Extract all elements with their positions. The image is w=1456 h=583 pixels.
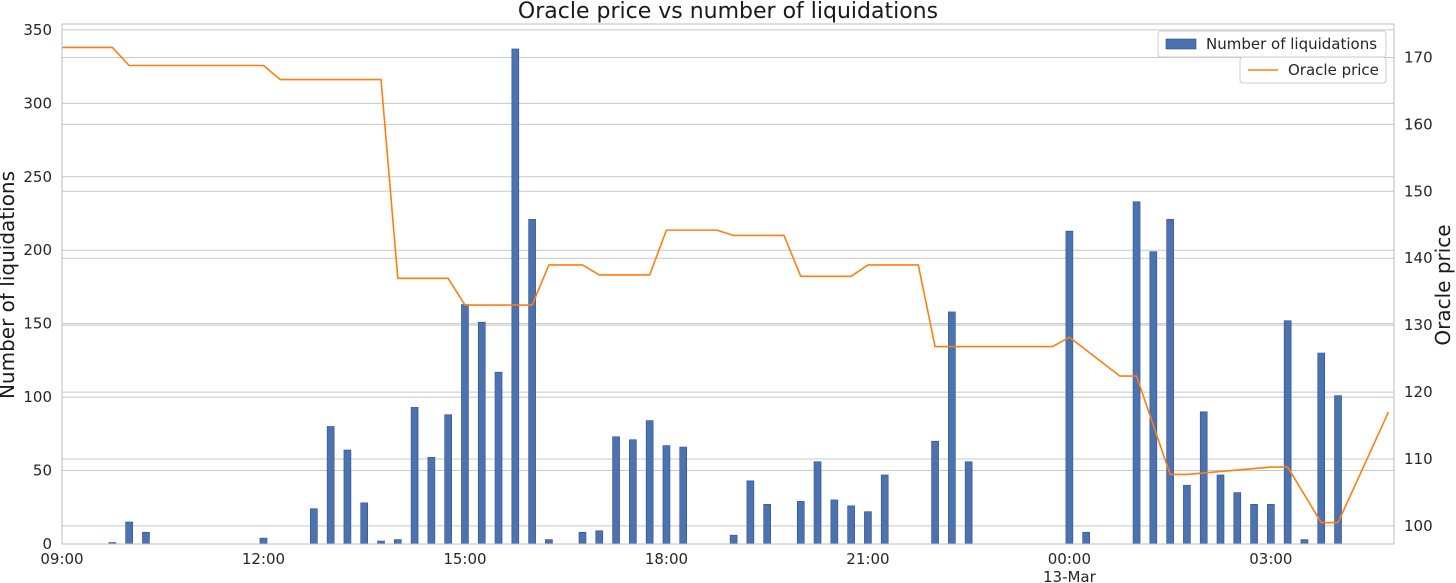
y-right-tick-label-0: 100	[1404, 517, 1433, 535]
bar-22	[629, 439, 637, 545]
bar-1	[125, 521, 133, 545]
x-tick-label-4: 21:00	[846, 550, 889, 568]
y-axis-left: 0 50 100 150 200 250 300 350	[23, 21, 52, 553]
bar-2	[142, 531, 150, 545]
x-tick-label-2: 15:00	[443, 550, 486, 568]
bar-16	[511, 48, 520, 545]
bar-45	[1216, 474, 1225, 545]
bar-18	[545, 539, 553, 545]
bar-11	[427, 457, 436, 545]
bar-4	[310, 508, 318, 545]
chart-title: Oracle price vs number of liquidations	[518, 0, 938, 24]
bar-21	[612, 436, 620, 545]
bar-41	[1149, 251, 1158, 545]
bar-30	[813, 461, 822, 545]
bar-14	[477, 321, 486, 545]
bar-27	[746, 480, 755, 545]
bar-15	[494, 371, 503, 545]
bar-33	[864, 511, 872, 545]
bar-19	[578, 531, 587, 545]
y-axis-right: 100 110 120 130 140 150 160 170	[1404, 48, 1433, 534]
bar-39	[1082, 531, 1090, 545]
bar-48	[1267, 504, 1275, 545]
y-right-tick-label-4: 140	[1404, 249, 1433, 267]
bar-9	[393, 539, 402, 545]
bar-28	[763, 504, 771, 545]
plot-frame	[61, 23, 1395, 545]
bar-50	[1300, 539, 1309, 545]
bar-51	[1317, 352, 1326, 545]
bar-7	[360, 502, 369, 545]
bar-5	[326, 426, 335, 545]
bar-23	[645, 420, 654, 545]
bar-49	[1283, 320, 1292, 545]
x-tick-label-0: 09:00	[40, 550, 83, 568]
line-series	[62, 46, 1390, 524]
bar-43	[1183, 484, 1191, 545]
bar-24	[662, 445, 671, 545]
bar-3	[259, 537, 268, 545]
legend-label-bars: Number of liquidations	[1206, 35, 1377, 53]
bar-46	[1233, 492, 1242, 545]
y-left-tick-label-4: 200	[23, 241, 52, 259]
bar-47	[1250, 504, 1258, 545]
y-axis-left-label: Number of liquidations	[0, 171, 19, 399]
bar-29	[796, 501, 805, 545]
y-left-tick-label-3: 150	[23, 315, 52, 333]
bar-31	[830, 499, 839, 545]
bar-35	[931, 440, 939, 545]
bar-38	[1065, 230, 1074, 545]
legend: Number of liquidations Oracle price	[1157, 30, 1387, 84]
y-right-tick-label-7: 170	[1404, 48, 1433, 66]
bar-37	[964, 461, 973, 545]
y-left-tick-label-0: 0	[42, 535, 52, 553]
y-axis-right-label: Oracle price	[1431, 224, 1455, 345]
bar-10	[410, 407, 419, 545]
bar-6	[343, 449, 352, 545]
bar-26	[729, 534, 738, 545]
y-left-tick-label-2: 100	[23, 388, 52, 406]
bar-42	[1166, 219, 1174, 545]
oracle-price-line	[62, 46, 1390, 524]
y-left-tick-label-1: 50	[33, 462, 52, 480]
x-tick-label-6: 03:00	[1249, 550, 1292, 568]
x-tick-label-5: 00:00	[1048, 550, 1091, 568]
y-right-tick-label-6: 160	[1404, 115, 1433, 133]
bar-13	[461, 304, 469, 545]
bar-series	[108, 48, 1342, 545]
bar-17	[528, 219, 536, 545]
bar-40	[1132, 201, 1141, 545]
y-left-tick-label-7: 350	[23, 21, 52, 39]
x-tick-label-3: 18:00	[645, 550, 688, 568]
x-tick-sublabel: 13-Mar	[1043, 568, 1097, 583]
bar-12	[444, 414, 452, 545]
y-right-tick-label-1: 110	[1404, 450, 1433, 468]
bar-20	[595, 530, 604, 545]
bar-32	[847, 505, 855, 545]
y-left-tick-label-5: 250	[23, 168, 52, 186]
y-left-tick-label-6: 300	[23, 94, 52, 112]
x-tick-label-1: 12:00	[242, 550, 285, 568]
legend-swatch-bars	[1165, 38, 1197, 50]
y-right-tick-label-3: 130	[1404, 316, 1433, 334]
legend-box-line	[1239, 56, 1387, 84]
legend-label-line: Oracle price	[1288, 61, 1379, 79]
y-right-tick-label-2: 120	[1404, 383, 1433, 401]
y-right-tick-label-5: 150	[1404, 182, 1433, 200]
bar-44	[1199, 411, 1208, 545]
bar-25	[679, 446, 688, 545]
bar-34	[880, 474, 889, 545]
gridlines	[62, 29, 1394, 545]
plot-border	[61, 23, 1395, 545]
